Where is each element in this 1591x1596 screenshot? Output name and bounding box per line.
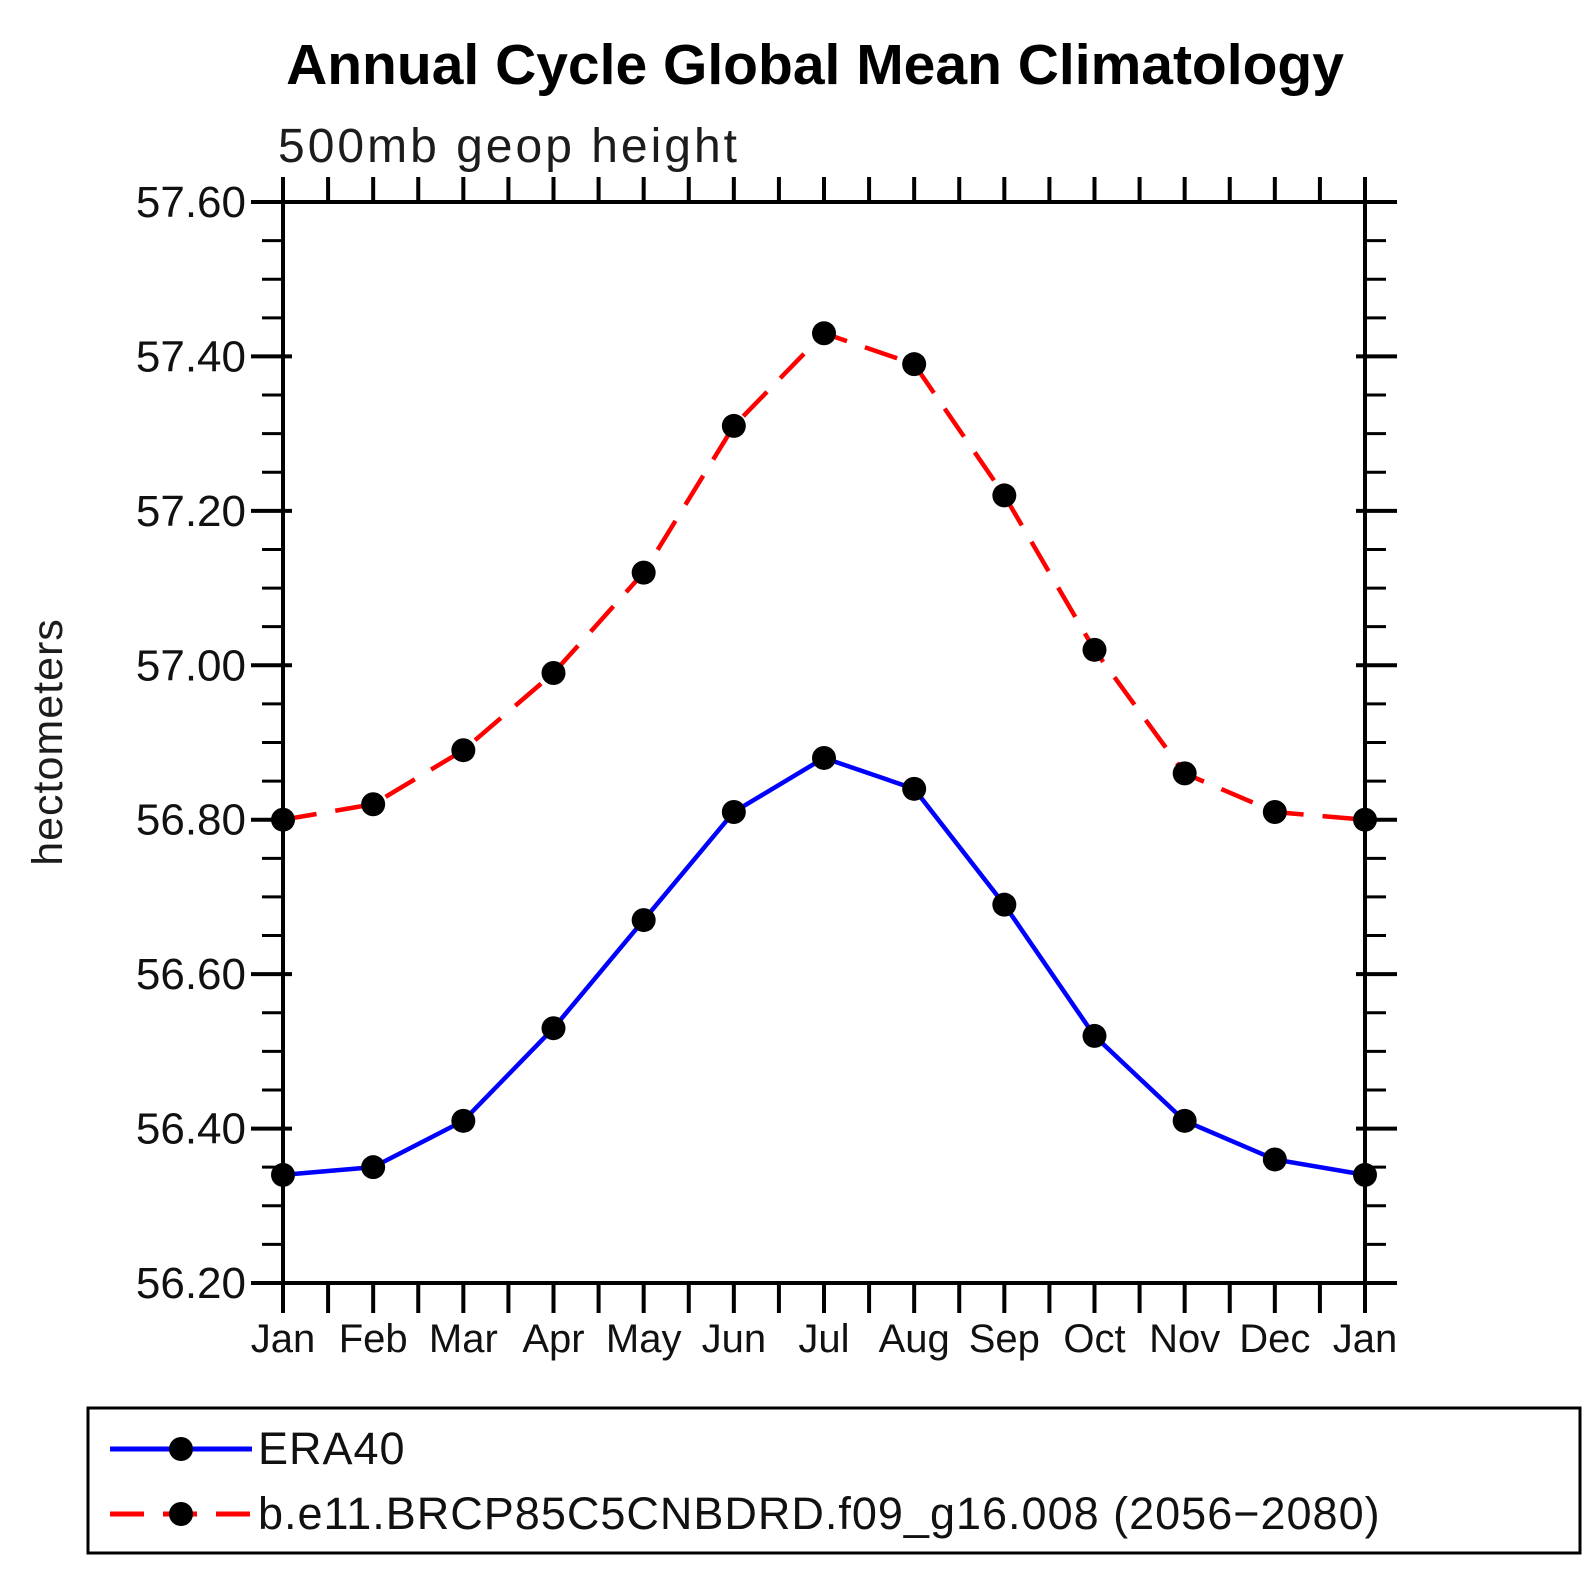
y-tick-label: 57.40 [136, 332, 246, 381]
legend-entry-era40: ERA40 [258, 1423, 406, 1474]
data-point-series-0 [541, 1016, 566, 1041]
legend-marker-dot [169, 1502, 193, 1526]
series-line-0 [282, 755, 1366, 1178]
y-tick-label: 57.20 [136, 487, 246, 536]
data-point-series-1 [451, 738, 476, 763]
y-tick-label: 57.60 [136, 178, 246, 227]
data-point-series-1 [361, 792, 386, 817]
data-point-series-0 [1082, 1023, 1107, 1048]
data-point-series-0 [1262, 1147, 1287, 1172]
x-tick-label: Oct [1063, 1317, 1125, 1361]
x-tick-label: Sep [969, 1317, 1040, 1361]
data-point-series-1 [721, 413, 746, 438]
data-point-series-1 [992, 483, 1017, 508]
x-tick-label: Jan [1333, 1317, 1398, 1361]
data-point-series-0 [812, 745, 836, 770]
data-point-series-1 [1172, 761, 1197, 786]
data-point-series-1 [1262, 799, 1287, 824]
data-point-series-1 [631, 560, 656, 585]
y-tick-label: 56.20 [136, 1259, 246, 1308]
x-tick-label: Apr [522, 1317, 584, 1361]
data-point-series-1 [541, 661, 566, 686]
data-point-series-0 [631, 908, 656, 933]
x-tick-label: Jun [702, 1317, 767, 1361]
y-tick-label: 56.80 [136, 796, 246, 845]
data-point-series-1 [902, 352, 927, 377]
data-series [271, 321, 1377, 1187]
legend-entry-model: b.e11.BRCP85C5CNBDRD.f09_g16.008 (2056−2… [258, 1488, 1381, 1539]
chart-subtitle: 500mb geop height [278, 120, 740, 173]
legend: ERA40 b.e11.BRCP85C5CNBDRD.f09_g16.008 (… [86, 1406, 1582, 1555]
x-tick-label: Feb [339, 1317, 408, 1361]
data-point-series-0 [451, 1108, 476, 1133]
chart-title: Annual Cycle Global Mean Climatology [286, 33, 1344, 97]
y-tick-label: 56.40 [136, 1105, 246, 1154]
x-tick-label: Nov [1149, 1317, 1220, 1361]
y-tick-label: 57.00 [136, 641, 246, 690]
legend-marker-dot [169, 1437, 193, 1461]
data-point-series-0 [992, 892, 1017, 917]
data-point-series-0 [361, 1155, 386, 1180]
x-tick-label: May [606, 1317, 682, 1361]
x-tick-label: Mar [429, 1317, 498, 1361]
data-point-series-1 [812, 321, 836, 346]
legend-box [86, 1406, 1582, 1555]
data-point-series-1 [1082, 637, 1107, 662]
y-axis-label: hectometers [24, 618, 72, 866]
data-point-series-0 [902, 776, 927, 801]
plot-frame [281, 200, 1367, 1285]
x-tick-label: Dec [1239, 1317, 1310, 1361]
data-point-series-0 [721, 799, 746, 824]
x-tick-label: Jul [798, 1317, 849, 1361]
axis-tick-labels: 56.20 56.40 56.60 56.80 57.00 57.20 57.40 57.60… [136, 178, 1397, 1361]
x-tick-label: Jan [251, 1317, 316, 1361]
data-point-series-0 [1172, 1108, 1197, 1133]
x-tick-label: Aug [879, 1317, 950, 1361]
y-tick-label: 56.60 [136, 950, 246, 999]
